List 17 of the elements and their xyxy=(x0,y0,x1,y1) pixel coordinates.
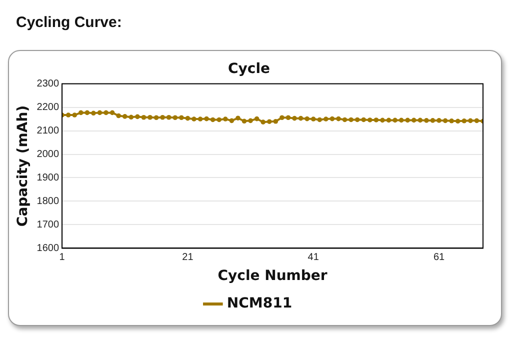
x-tick-label: 41 xyxy=(308,252,320,263)
y-tick-label: 1900 xyxy=(36,172,60,184)
x-tick-label: 61 xyxy=(433,252,446,263)
y-tick-label: 1800 xyxy=(36,196,60,207)
chart-title: Cycle xyxy=(228,61,270,78)
y-tick-label: 2300 xyxy=(36,78,60,90)
y-tick-label: 2200 xyxy=(36,102,60,114)
text: Cycling Curve: xyxy=(16,14,122,31)
y-tick-label: 1600 xyxy=(36,242,60,254)
x-tick-label: 21 xyxy=(182,252,194,263)
y-axis-title: Capacity (mAh) xyxy=(15,105,32,227)
y-tick-label: 2100 xyxy=(36,126,60,137)
y-tick-label: 2000 xyxy=(36,149,60,160)
x-axis-title: Cycle Number xyxy=(218,268,328,284)
legend-label: NCM811 xyxy=(226,296,292,312)
x-tick-label: 1 xyxy=(59,252,66,263)
y-tick-label: 1700 xyxy=(36,219,60,230)
